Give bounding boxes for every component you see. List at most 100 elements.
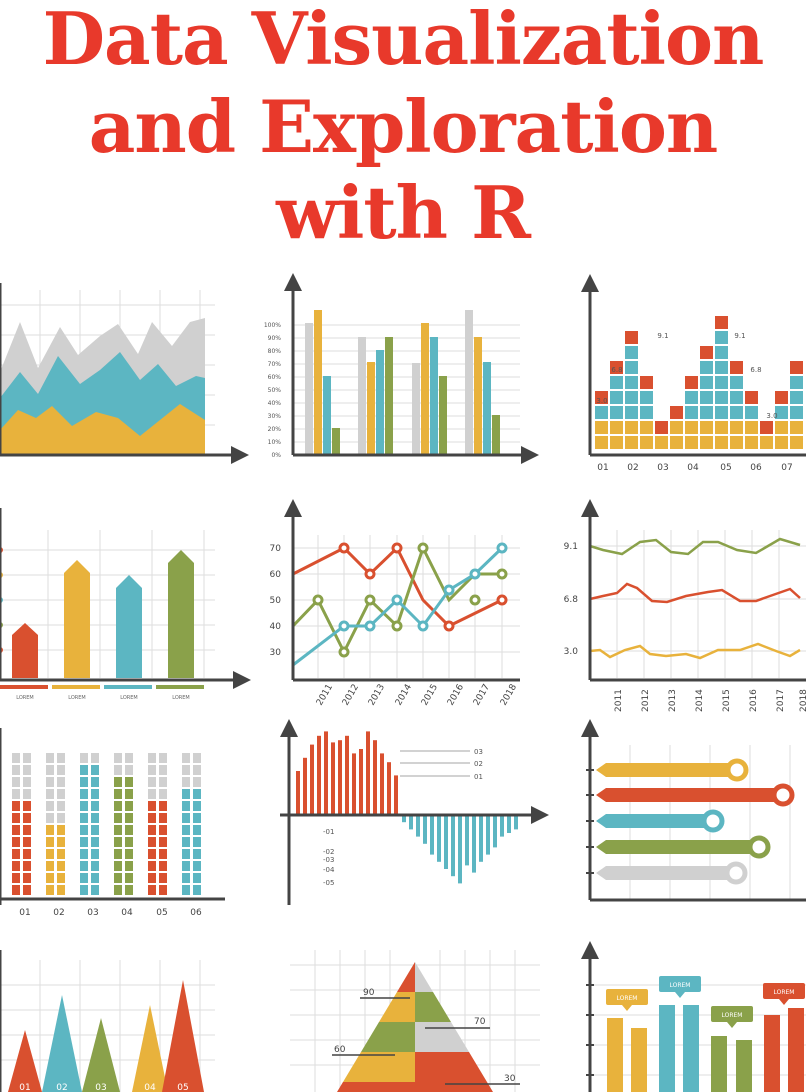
stack-cell xyxy=(46,837,54,847)
svg-text:03: 03 xyxy=(87,908,98,918)
multi-line-x-labels: 2011 2012 2013 2014 2015 2016 2017 2018 xyxy=(315,682,519,707)
stack-cell xyxy=(91,837,99,847)
stack-cell xyxy=(91,789,99,799)
bar-positive xyxy=(380,753,384,815)
stack-cell xyxy=(193,801,201,811)
svg-text:30: 30 xyxy=(504,1074,516,1084)
stack-cell xyxy=(57,837,65,847)
panel-triangles: 01 02 03 04 05 xyxy=(0,960,215,1092)
svg-text:01: 01 xyxy=(474,773,483,781)
svg-text:01: 01 xyxy=(19,1083,30,1092)
svg-text:07: 07 xyxy=(781,463,792,473)
stack-cell xyxy=(57,849,65,859)
stack-cell xyxy=(12,837,20,847)
stack-cell xyxy=(80,825,88,835)
stack-cell xyxy=(125,861,133,871)
stack-cell xyxy=(12,765,20,775)
bar-positive xyxy=(324,731,328,815)
stack-cell xyxy=(91,765,99,775)
bar-negative xyxy=(507,815,511,833)
arrow-bar-red xyxy=(12,623,38,678)
block-cell xyxy=(790,421,803,434)
bar-positive xyxy=(331,742,335,815)
stack-cell xyxy=(182,825,190,835)
block-cell xyxy=(730,376,743,389)
stack-cell xyxy=(80,873,88,883)
svg-text:04: 04 xyxy=(687,463,699,473)
block-cell xyxy=(610,436,623,449)
stack-cell xyxy=(46,765,54,775)
stack-cell xyxy=(193,849,201,859)
stack-cell xyxy=(125,825,133,835)
stack-cell xyxy=(91,753,99,763)
block-cell xyxy=(760,436,773,449)
stack-cell xyxy=(125,873,133,883)
bar-positive xyxy=(394,775,398,815)
stack-cell xyxy=(23,765,31,775)
title-line-3: with R xyxy=(276,170,531,255)
arrow-bar-orange xyxy=(64,560,90,678)
stack-cell xyxy=(182,873,190,883)
stack-cell xyxy=(80,753,88,763)
bar-negative xyxy=(451,815,455,877)
bar-negative xyxy=(430,815,434,855)
bar-negative xyxy=(514,815,518,830)
stack-cell xyxy=(193,837,201,847)
svg-text:02: 02 xyxy=(53,908,64,918)
svg-text:3.0: 3.0 xyxy=(564,647,579,657)
stack-cell xyxy=(182,885,190,895)
stack-cell xyxy=(57,753,65,763)
block-cell xyxy=(640,391,653,404)
panel-horizontal-pill-bars xyxy=(581,719,806,902)
svg-text:04: 04 xyxy=(144,1083,156,1092)
stack-cell xyxy=(114,753,122,763)
block-cell xyxy=(730,361,743,374)
block-cell xyxy=(700,361,713,374)
stack-cell xyxy=(23,789,31,799)
arrow-bar-green xyxy=(168,550,194,678)
bar-positive xyxy=(359,749,363,815)
svg-text:70%: 70% xyxy=(268,361,282,368)
block-cell xyxy=(730,436,743,449)
stack-cell xyxy=(125,789,133,799)
svg-text:90%: 90% xyxy=(268,335,282,342)
block-cell xyxy=(715,406,728,419)
block-cell xyxy=(640,436,653,449)
svg-text:02: 02 xyxy=(474,760,483,768)
stack-cell xyxy=(46,789,54,799)
stack-cell xyxy=(193,789,201,799)
stack-cell xyxy=(125,765,133,775)
svg-text:05: 05 xyxy=(156,908,167,918)
stack-cell xyxy=(148,801,156,811)
stack-cell xyxy=(114,849,122,859)
stack-cell xyxy=(148,885,156,895)
bar-negative xyxy=(486,815,490,855)
svg-text:-04: -04 xyxy=(323,866,335,874)
block-cell xyxy=(775,436,788,449)
bar-positive xyxy=(303,757,307,815)
stack-cell xyxy=(80,801,88,811)
block-cell xyxy=(775,391,788,404)
stack-cell xyxy=(12,885,20,895)
bar-positive xyxy=(317,735,321,815)
stack-cell xyxy=(91,825,99,835)
block-cell xyxy=(775,421,788,434)
block-cell xyxy=(595,406,608,419)
stack-cell xyxy=(114,813,122,823)
block-cell xyxy=(625,391,638,404)
area-series-orange xyxy=(0,404,205,455)
stack-cell xyxy=(159,849,167,859)
block-cell xyxy=(745,406,758,419)
block-cell xyxy=(625,436,638,449)
svg-text:2012: 2012 xyxy=(341,683,361,708)
svg-text:80%: 80% xyxy=(268,348,282,355)
stack-cell xyxy=(12,801,20,811)
svg-text:04: 04 xyxy=(121,908,133,918)
bar-negative xyxy=(472,815,476,873)
stack-cell xyxy=(57,861,65,871)
stack-cell xyxy=(12,873,20,883)
stack-cell xyxy=(182,777,190,787)
arrow-bar-teal xyxy=(116,575,142,678)
stack-cell xyxy=(193,813,201,823)
block-cell xyxy=(655,421,668,434)
